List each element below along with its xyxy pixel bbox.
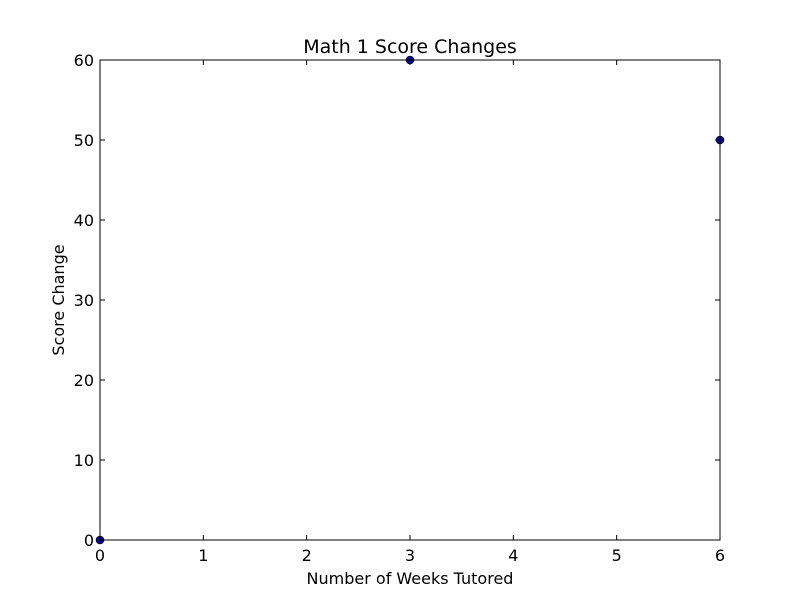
x-tick-label-1: 1 [198,546,208,565]
y-tick-label-6: 60 [74,51,94,70]
x-tick-label-2: 2 [302,546,312,565]
x-axis-label: Number of Weeks Tutored [307,569,514,588]
y-tick-label-1: 10 [74,451,94,470]
x-tick-label-0: 0 [95,546,105,565]
x-tick-label-5: 5 [612,546,622,565]
x-tick-label-6: 6 [715,546,725,565]
x-tick-label-4: 4 [508,546,518,565]
plot-frame [99,59,721,541]
y-tick-label-5: 50 [74,131,94,150]
y-tick-label-4: 40 [74,211,94,230]
data-points [95,55,725,545]
y-tick-label-3: 30 [74,291,94,310]
y-axis-label: Score Change [49,244,68,355]
y-tick-label-0: 0 [84,531,94,550]
chart-title: Math 1 Score Changes [303,36,517,58]
x-tick-label-3: 3 [405,546,415,565]
y-tick-label-2: 20 [74,371,94,390]
